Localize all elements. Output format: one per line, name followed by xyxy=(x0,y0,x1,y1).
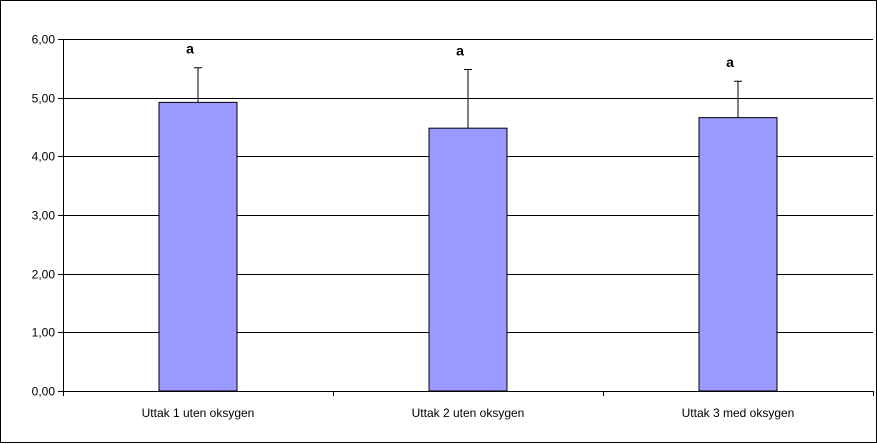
bar-3 xyxy=(698,117,778,392)
bar-2 xyxy=(428,127,508,392)
y-tick-label-6: 6,00 xyxy=(32,33,56,47)
x-category-label-1: Uttak 1 uten oksygen xyxy=(142,406,255,420)
y-tick-label-2: 2,00 xyxy=(32,268,56,282)
y-tick-label-1: 1,00 xyxy=(32,326,56,340)
y-tick-label-5: 5,00 xyxy=(32,92,56,106)
x-category-label-3: Uttak 3 med oksygen xyxy=(682,406,795,420)
y-tick-label-0: 0,00 xyxy=(32,385,56,399)
y-tick-label-3: 3,00 xyxy=(32,209,56,223)
significance-letter-2: a xyxy=(456,43,464,59)
y-tick-label-4: 4,00 xyxy=(32,150,56,164)
significance-letter-3: a xyxy=(726,54,734,70)
x-category-label-2: Uttak 2 uten oksygen xyxy=(412,406,525,420)
bar-1 xyxy=(158,101,238,392)
significance-letter-1: a xyxy=(186,41,194,57)
